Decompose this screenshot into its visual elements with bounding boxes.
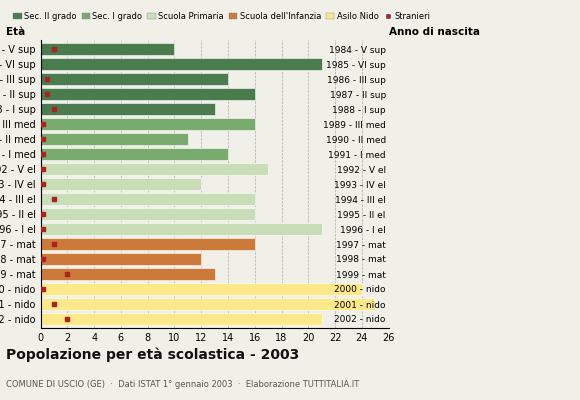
Text: Età: Età bbox=[6, 27, 25, 37]
Bar bbox=[41, 73, 228, 85]
Bar bbox=[41, 298, 375, 310]
Bar bbox=[41, 103, 215, 115]
Text: Anno di nascita: Anno di nascita bbox=[389, 27, 480, 37]
Bar bbox=[41, 133, 188, 145]
Bar bbox=[41, 43, 175, 55]
Bar bbox=[41, 58, 322, 70]
Bar bbox=[41, 163, 268, 175]
Text: COMUNE DI USCIO (GE)  ·  Dati ISTAT 1° gennaio 2003  ·  Elaborazione TUTTITALIA.: COMUNE DI USCIO (GE) · Dati ISTAT 1° gen… bbox=[6, 380, 359, 389]
Bar bbox=[41, 283, 362, 295]
Bar bbox=[41, 88, 255, 100]
Bar bbox=[41, 208, 255, 220]
Bar bbox=[41, 238, 255, 250]
Bar bbox=[41, 268, 215, 280]
Bar bbox=[41, 193, 255, 205]
Bar bbox=[41, 313, 322, 325]
Bar bbox=[41, 253, 201, 265]
Bar bbox=[41, 118, 255, 130]
Bar bbox=[41, 178, 201, 190]
Legend: Sec. II grado, Sec. I grado, Scuola Primaria, Scuola dell'Infanzia, Asilo Nido, : Sec. II grado, Sec. I grado, Scuola Prim… bbox=[10, 8, 434, 24]
Text: Popolazione per età scolastica - 2003: Popolazione per età scolastica - 2003 bbox=[6, 348, 299, 362]
Bar bbox=[41, 223, 322, 235]
Bar bbox=[41, 148, 228, 160]
